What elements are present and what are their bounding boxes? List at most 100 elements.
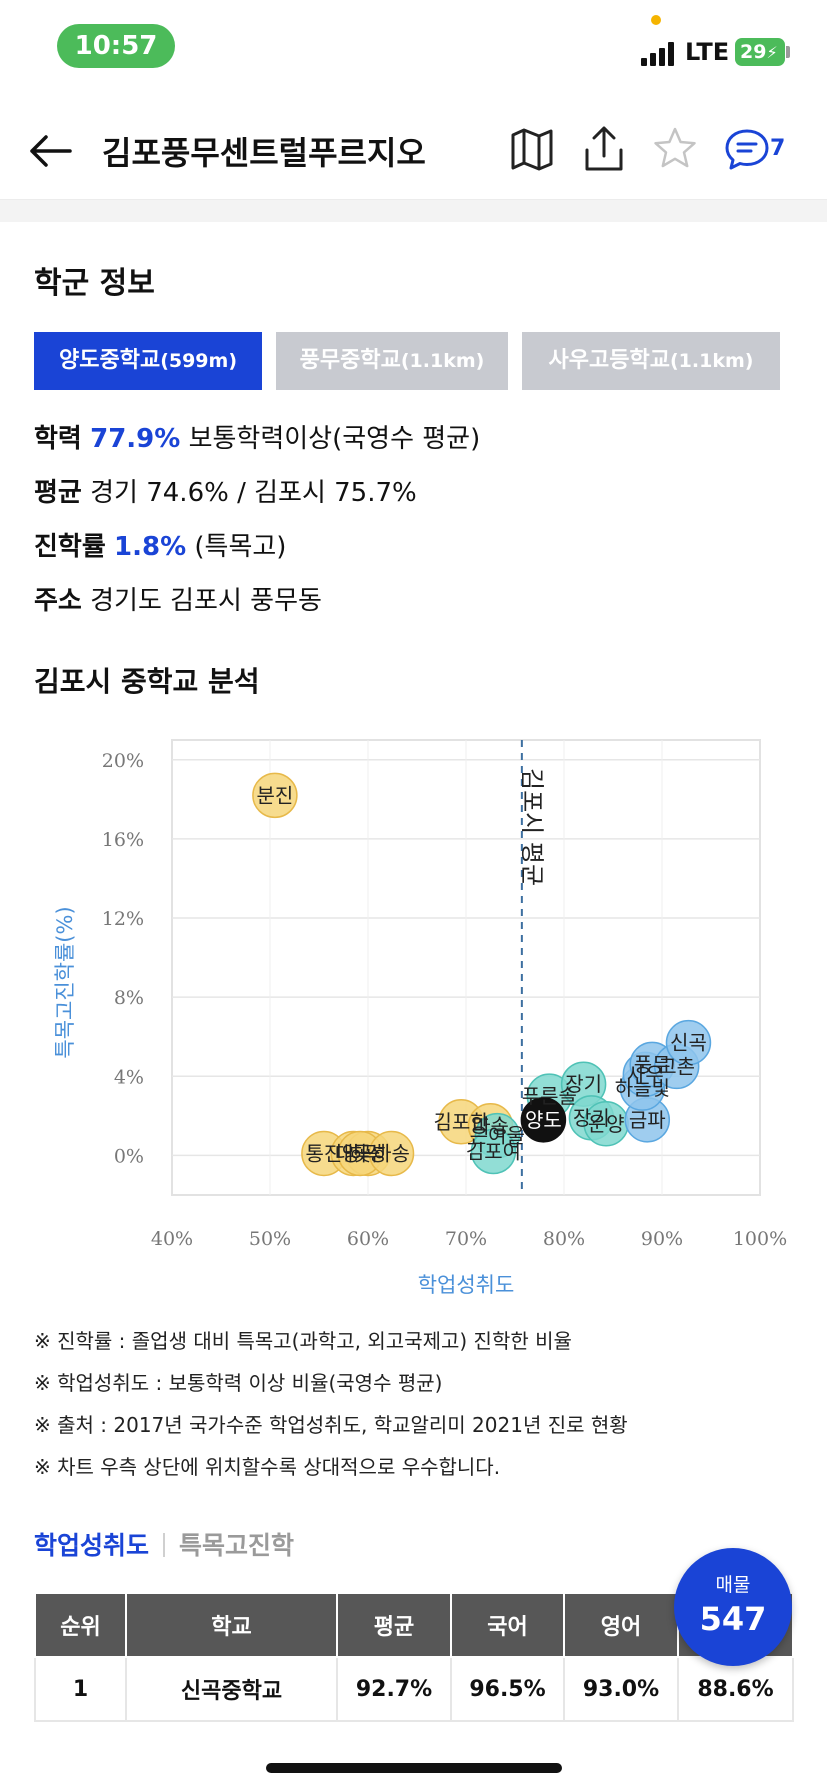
- x-tick-label: 60%: [347, 1228, 389, 1250]
- tab-sawoo-high[interactable]: 사우고등학교(1.1km): [522, 332, 780, 390]
- note-position: ※ 차트 우측 상단에 위치할수록 상대적으로 우수합니다.: [34, 1455, 501, 1479]
- data-point-label: 은여울: [470, 1124, 525, 1148]
- cell-rank: 1: [34, 1656, 127, 1722]
- achievement-desc: 보통학력이상(국영수 평균): [188, 424, 481, 454]
- data-point: [252, 772, 298, 819]
- school-info-title: 학군 정보: [34, 266, 155, 301]
- y-tick-label: 0%: [114, 1145, 144, 1167]
- star-icon: [654, 127, 696, 168]
- y-axis-label: 특목고진학률(%): [53, 906, 77, 1058]
- address-line: 주소 경기도 김포시 풍무동: [34, 580, 322, 617]
- network-type: LTE: [685, 38, 730, 66]
- note-source: ※ 출처 : 2017년 국가수준 학업성취도, 학교알리미 2021년 진로 …: [34, 1413, 628, 1437]
- ranking-table: 순위 학교 평균 국어 영어 수학 1 신곡중학교 92.7% 96.5% 93…: [34, 1592, 794, 1722]
- status-bar: 10:57 LTE 29⚡: [0, 0, 827, 100]
- data-point-label: 대곶: [335, 1141, 372, 1165]
- tab-school-name: 풍무중학교: [299, 348, 401, 373]
- tab-yangdo-middle[interactable]: 양도중학교(599m): [34, 332, 262, 390]
- comment-button[interactable]: [720, 122, 774, 176]
- tab-school-distance: (1.1km): [669, 350, 754, 372]
- data-point: [520, 1097, 567, 1143]
- tab-school-distance: (599m): [160, 350, 238, 372]
- advancement-label: 진학률: [34, 532, 106, 562]
- cell-school: 신곡중학교: [125, 1656, 338, 1722]
- data-point-label: 운양: [588, 1112, 625, 1136]
- data-point-label: 양곡: [342, 1141, 379, 1165]
- data-point-label: 고촌: [658, 1054, 695, 1078]
- advancement-line: 진학률 1.8% (특목고): [34, 526, 286, 563]
- listing-label: 매물: [715, 1574, 751, 1596]
- cell-korean: 96.5%: [450, 1656, 565, 1722]
- share-button[interactable]: [577, 122, 631, 176]
- battery-level: 29: [740, 41, 767, 63]
- tab-school-name: 양도중학교: [58, 348, 161, 373]
- table-row[interactable]: 1 신곡중학교 92.7% 96.5% 93.0% 88.6%: [34, 1656, 794, 1722]
- cell-average: 92.7%: [336, 1656, 452, 1722]
- y-tick-label: 20%: [102, 750, 144, 772]
- data-point-label: 하늘빛: [615, 1076, 670, 1100]
- data-point-label: 하성: [350, 1141, 387, 1165]
- analysis-title: 김포시 중학교 분석: [34, 665, 260, 698]
- data-point: [368, 1130, 415, 1177]
- data-point-label: 김포여: [466, 1139, 521, 1163]
- data-point-label: 양도: [525, 1108, 562, 1132]
- data-point-label: 분진: [256, 783, 293, 807]
- school-scatter-chart: 0% 4% 8% 12% 16% 20% 40% 50% 60% 70% 80% 90% 100% 학업성…: [53, 739, 787, 1297]
- home-indicator[interactable]: [266, 1763, 562, 1773]
- listing-count: 547: [699, 1600, 767, 1638]
- data-point: [665, 1019, 712, 1066]
- average-reference-label: 김포시 평균: [518, 768, 546, 886]
- page-title: 김포풍무센트럴푸르지오: [102, 134, 426, 172]
- tab-achievement[interactable]: 학업성취도: [34, 1531, 150, 1560]
- comment-count: 7: [770, 136, 786, 161]
- col-rank: 순위: [34, 1592, 127, 1658]
- y-tick-label: 16%: [102, 829, 144, 851]
- tab-special-high[interactable]: 특목고진학: [179, 1531, 295, 1560]
- map-button[interactable]: [505, 122, 559, 176]
- battery-cap: [786, 46, 790, 58]
- back-button[interactable]: [24, 124, 78, 178]
- tab-pungmu-middle[interactable]: 풍무중학교(1.1km): [276, 332, 508, 390]
- note-achievement: ※ 학업성취도 : 보통학력 이상 비율(국영수 평균): [34, 1371, 443, 1395]
- table-header-row: 순위 학교 평균 국어 영어 수학: [34, 1592, 794, 1658]
- data-point: [470, 1128, 517, 1175]
- listing-count-button[interactable]: 매물 547: [674, 1548, 792, 1666]
- map-icon: [511, 128, 553, 171]
- favorite-button[interactable]: [648, 122, 702, 176]
- data-point-label: 장기: [565, 1072, 602, 1096]
- cell-english: 93.0%: [563, 1656, 679, 1722]
- status-time: 10:57: [57, 24, 175, 68]
- note-advancement: ※ 진학률 : 졸업생 대비 특목고(과학고, 외고국제고) 진학한 비율: [34, 1329, 572, 1353]
- arrow-left-icon: [30, 135, 72, 167]
- address-label: 주소: [34, 586, 82, 616]
- chat-bubble-icon: [725, 129, 769, 170]
- y-tick-label: 8%: [114, 987, 144, 1009]
- cell-math: 88.6%: [677, 1656, 794, 1722]
- x-tick-label: 50%: [249, 1228, 291, 1250]
- advancement-value: 1.8%: [114, 532, 187, 562]
- tab-school-distance: (1.1km): [400, 350, 485, 372]
- data-point-label: 김포한: [433, 1110, 488, 1134]
- data-point-label: 풍무: [634, 1052, 671, 1076]
- average-line: 평균 경기 74.6% / 김포시 75.7%: [34, 472, 417, 509]
- section-divider: [0, 200, 827, 222]
- battery-icon: 29⚡: [735, 38, 785, 66]
- y-tick-label: 12%: [102, 908, 144, 930]
- share-icon: [585, 126, 623, 171]
- col-english: 영어: [563, 1592, 679, 1658]
- x-tick-label: 80%: [543, 1228, 585, 1250]
- tab-separator: [163, 1533, 166, 1557]
- average-label: 평균: [34, 478, 82, 508]
- y-tick-label: 4%: [114, 1066, 144, 1088]
- x-tick-label: 40%: [151, 1228, 193, 1250]
- advancement-desc: (특목고): [194, 532, 287, 562]
- data-point-label: 장기: [573, 1106, 610, 1130]
- x-tick-label: 70%: [445, 1228, 487, 1250]
- col-school: 학교: [125, 1592, 338, 1658]
- signal-icon: [641, 42, 675, 66]
- x-tick-label: 100%: [733, 1228, 787, 1250]
- data-point-label: 신곡: [670, 1031, 707, 1055]
- data-point-label: 하송: [373, 1141, 410, 1165]
- x-axis-label: 학업성취도: [418, 1273, 515, 1297]
- address-value: 경기도 김포시 풍무동: [90, 586, 322, 616]
